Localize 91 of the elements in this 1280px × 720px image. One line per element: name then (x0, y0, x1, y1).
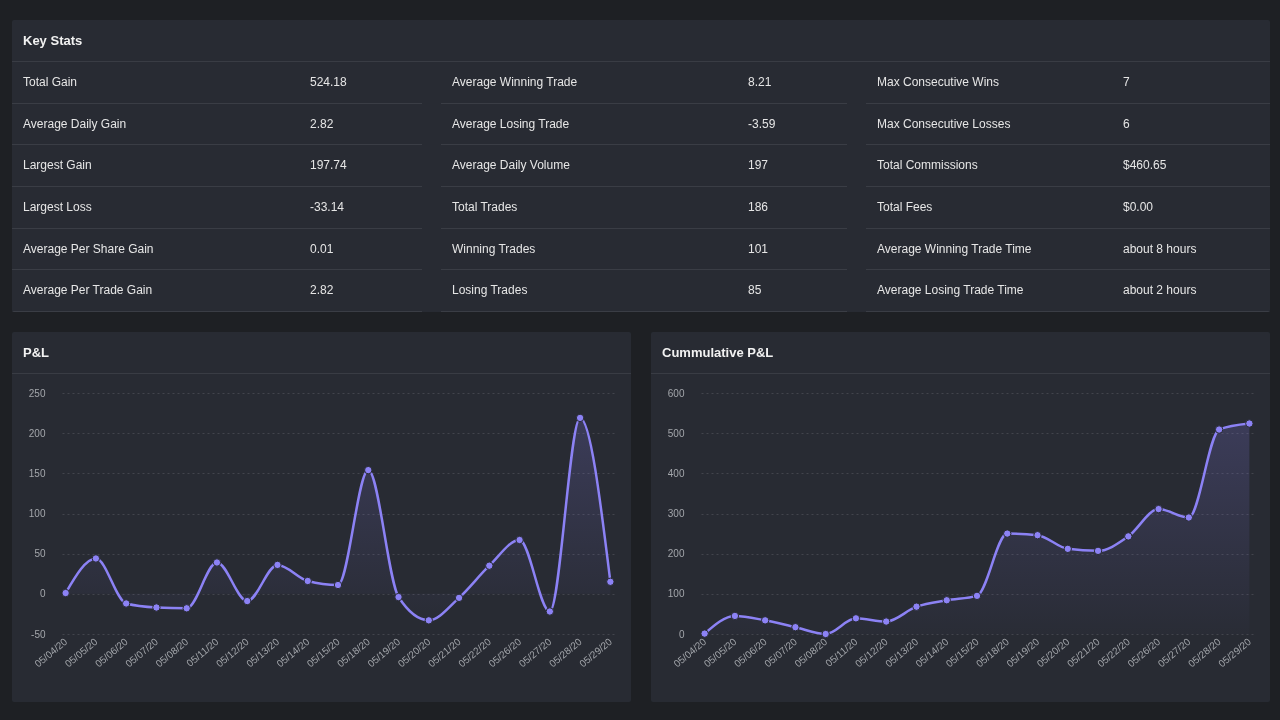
text: Average Per Share Gain (12, 228, 310, 271)
point (760, 616, 770, 625)
point (882, 617, 891, 626)
text: $0.00 (1123, 187, 1270, 229)
point (575, 413, 585, 423)
point (1063, 544, 1072, 554)
text: Total Fees (866, 187, 1123, 229)
y-tick-label: 200 (28, 427, 46, 439)
text: 8.21 (748, 62, 847, 104)
text: Total Commissions (866, 145, 1123, 188)
point (851, 614, 861, 623)
point (152, 603, 161, 612)
y-tick-label: 100 (667, 588, 685, 600)
y-tick-label: 150 (28, 467, 46, 479)
text: about 2 hours (1123, 270, 1270, 313)
text: Total Trades (441, 187, 748, 229)
point (273, 560, 282, 570)
point (606, 577, 615, 586)
point (942, 596, 951, 605)
point (912, 602, 921, 611)
point (61, 588, 70, 598)
point (1184, 513, 1194, 522)
point (515, 535, 524, 545)
point (791, 622, 800, 632)
text: 524.18 (310, 62, 422, 104)
text: Losing Trades (441, 270, 748, 313)
point (364, 465, 373, 475)
text: Average Losing Trade Time (866, 270, 1123, 313)
point (303, 576, 312, 586)
point (821, 629, 830, 639)
text: 2.82 (310, 103, 422, 146)
y-tick-label: 500 (667, 427, 685, 439)
text: Winning Trades (441, 228, 748, 271)
text: Max Consecutive Wins (866, 62, 1123, 104)
text: 197.74 (310, 145, 422, 188)
point (1245, 419, 1254, 428)
point (1033, 530, 1042, 540)
text: $460.65 (1123, 145, 1270, 188)
point (182, 604, 191, 613)
point (424, 616, 433, 625)
point (333, 580, 343, 590)
text: about 8 hours (1123, 228, 1270, 271)
text: Average Per Trade Gain (12, 270, 310, 313)
text: 2.82 (310, 270, 422, 313)
text: 101 (748, 228, 847, 271)
chart-title: Cummulative P&L (651, 332, 1270, 374)
text: Largest Loss (12, 187, 310, 229)
text: 6 (1123, 103, 1270, 146)
point (485, 561, 494, 570)
y-tick-label: 0 (39, 588, 46, 600)
text: Key Stats (12, 20, 1270, 62)
point (91, 554, 101, 563)
text: 85 (748, 270, 847, 313)
point (972, 591, 982, 601)
text: Average Winning Trade Time (866, 228, 1123, 271)
text: Average Daily Volume (441, 145, 748, 188)
point (394, 592, 403, 602)
y-tick-label: 400 (667, 467, 685, 479)
y-tick-label: 300 (667, 508, 685, 519)
y-tick-label: 600 (667, 387, 685, 399)
text: 186 (748, 187, 847, 229)
y-tick-label: 0 (678, 628, 685, 640)
text: Largest Gain (12, 145, 310, 188)
point (1214, 425, 1224, 434)
text: Average Winning Trade (441, 62, 748, 104)
chart-title: P&L (12, 332, 631, 374)
y-tick-label: 50 (34, 548, 46, 560)
text: Average Losing Trade (441, 103, 748, 146)
point (1093, 546, 1103, 556)
point (212, 558, 222, 567)
point (243, 596, 252, 606)
text: -33.14 (310, 187, 422, 229)
text: 197 (748, 145, 847, 188)
point (730, 611, 740, 621)
point (1154, 504, 1163, 514)
point (121, 599, 131, 608)
text: 7 (1123, 62, 1270, 104)
text: Total Gain (12, 62, 310, 104)
y-tick-label: 250 (28, 387, 46, 399)
point (1003, 529, 1012, 538)
text: Max Consecutive Losses (866, 103, 1123, 146)
text: 0.01 (310, 228, 422, 271)
y-tick-label: 200 (667, 548, 685, 560)
text: Average Daily Gain (12, 103, 310, 146)
y-tick-label: 100 (28, 508, 46, 519)
y-tick-label: -50 (31, 628, 46, 640)
point (1124, 532, 1133, 541)
point (454, 593, 464, 603)
point (700, 629, 709, 638)
text: -3.59 (748, 103, 847, 146)
point (545, 607, 555, 616)
